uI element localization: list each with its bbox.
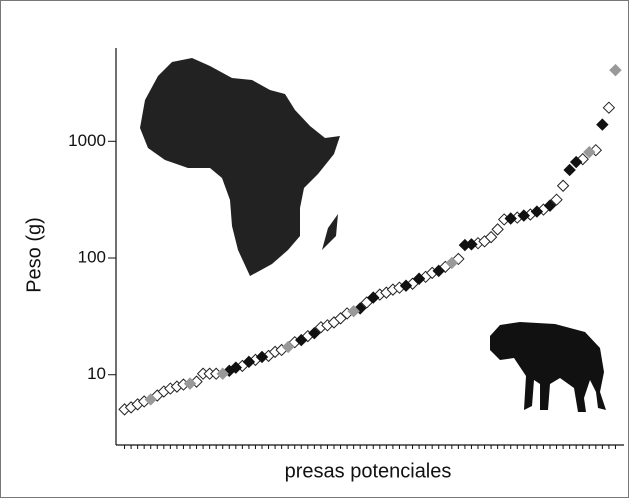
data-point bbox=[576, 152, 589, 166]
data-point bbox=[530, 205, 544, 218]
data-point bbox=[517, 209, 531, 222]
data-point bbox=[563, 163, 576, 177]
data-point bbox=[465, 238, 478, 251]
data-point bbox=[609, 63, 622, 77]
data-point bbox=[491, 223, 504, 236]
data-point bbox=[255, 350, 269, 364]
data-point bbox=[556, 179, 570, 192]
data-point bbox=[432, 264, 445, 278]
y-tick-label: 10 bbox=[87, 364, 106, 383]
data-point bbox=[183, 377, 197, 390]
data-point bbox=[216, 367, 229, 380]
data-point bbox=[412, 272, 426, 285]
y-tick-label: 1000 bbox=[68, 131, 106, 150]
data-point bbox=[583, 145, 596, 159]
africa-silhouette bbox=[140, 58, 340, 276]
data-point bbox=[569, 155, 583, 169]
data-point bbox=[550, 193, 563, 206]
data-point bbox=[543, 199, 557, 212]
madagascar bbox=[322, 214, 338, 250]
data-point bbox=[295, 333, 308, 347]
data-point bbox=[589, 143, 603, 157]
data-point bbox=[242, 355, 256, 369]
data-point bbox=[596, 118, 609, 131]
data-point bbox=[229, 361, 243, 374]
data-point bbox=[281, 340, 295, 354]
x-axis-title: presas potenciales bbox=[285, 460, 452, 482]
data-point bbox=[445, 256, 459, 270]
data-point bbox=[144, 393, 157, 406]
data-point bbox=[484, 230, 498, 244]
data-point bbox=[347, 305, 360, 318]
data-point bbox=[602, 101, 616, 114]
data-point bbox=[399, 279, 413, 292]
hyena-silhouette bbox=[490, 322, 606, 412]
y-axis-title: Peso (g) bbox=[23, 217, 45, 293]
data-point bbox=[367, 291, 380, 304]
y-tick-label: 100 bbox=[78, 247, 106, 266]
data-point bbox=[190, 375, 203, 388]
data-point bbox=[308, 326, 321, 340]
data-point bbox=[504, 212, 517, 225]
